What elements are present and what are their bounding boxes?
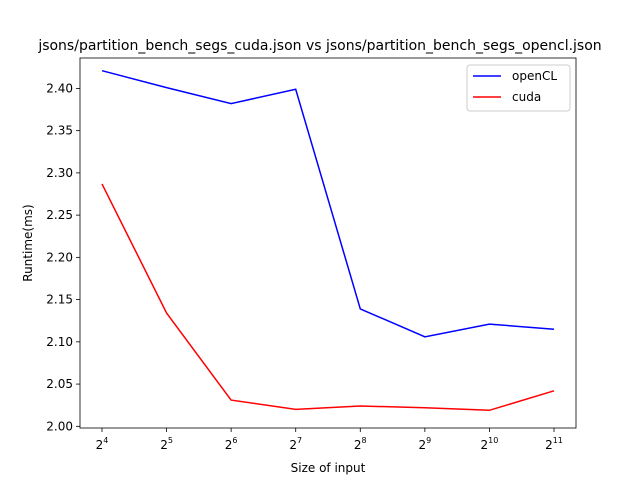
x-tick-label: 210 bbox=[481, 436, 499, 452]
y-tick-label: 2.25 bbox=[46, 208, 73, 222]
series-line-opencl bbox=[101, 69, 555, 338]
x-tick-label: 211 bbox=[545, 436, 563, 452]
chart-title: jsons/partition_bench_segs_cuda.json vs … bbox=[37, 38, 601, 54]
plot-frame bbox=[79, 57, 577, 429]
series-layer bbox=[101, 69, 555, 412]
x-tick-label: 26 bbox=[225, 436, 238, 452]
y-tick-label: 2.00 bbox=[46, 419, 73, 433]
y-tick-label: 2.35 bbox=[46, 124, 73, 138]
y-tick-label: 2.40 bbox=[46, 81, 73, 95]
y-tick-label: 2.05 bbox=[46, 377, 73, 391]
x-tick-label: 28 bbox=[354, 436, 367, 452]
x-axis: 24 25 26 27 28 29 210 211 bbox=[96, 428, 563, 452]
x-tick-label: 27 bbox=[289, 436, 302, 452]
y-tick-label: 2.30 bbox=[46, 166, 73, 180]
y-axis: 2.00 2.05 2.10 2.15 2.20 2.25 2.30 2.35 2.40 bbox=[46, 81, 80, 433]
series-line-cuda bbox=[101, 183, 555, 412]
x-axis-label: Size of input bbox=[291, 461, 366, 475]
x-tick-label: 24 bbox=[96, 436, 109, 452]
legend-label-cuda: cuda bbox=[512, 90, 541, 104]
y-tick-label: 2.15 bbox=[46, 293, 73, 307]
y-tick-label: 2.20 bbox=[46, 250, 73, 264]
legend-label-opencl: openCL bbox=[512, 69, 557, 83]
x-tick-label: 25 bbox=[160, 436, 173, 452]
y-axis-label: Runtime(ms) bbox=[21, 204, 35, 281]
legend: openCL cuda bbox=[466, 64, 571, 112]
x-tick-label: 29 bbox=[418, 436, 431, 452]
y-tick-label: 2.10 bbox=[46, 335, 73, 349]
